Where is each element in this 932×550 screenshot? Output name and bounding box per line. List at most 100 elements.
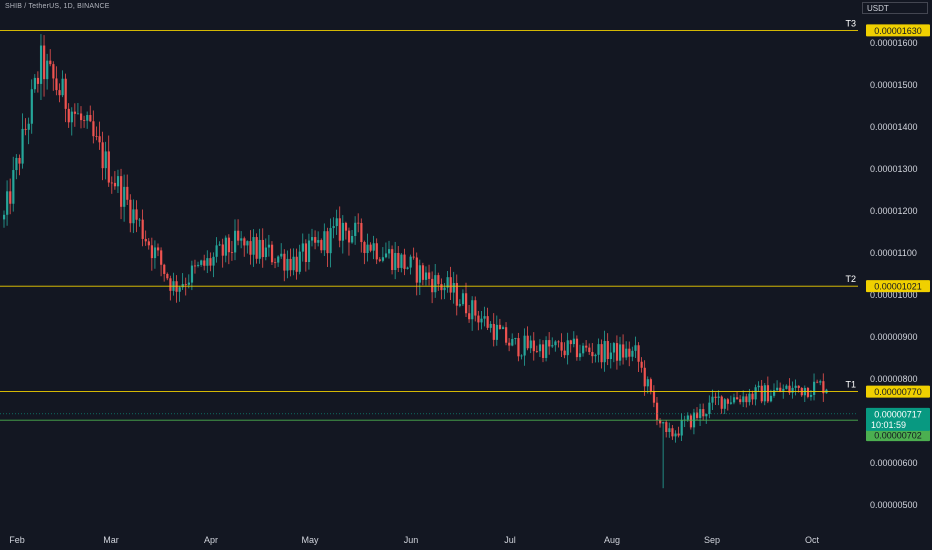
candle-body <box>314 237 317 243</box>
candle-body <box>39 45 43 84</box>
candle-body <box>662 422 665 424</box>
candle-body <box>43 45 46 80</box>
candle-body <box>252 237 255 255</box>
candle-body <box>301 243 304 252</box>
candle-body <box>628 348 631 357</box>
candle-body <box>535 351 539 352</box>
candle-body <box>508 342 511 346</box>
x-axis-label: Sep <box>704 535 720 545</box>
candle-body <box>631 350 634 357</box>
candle-body <box>566 340 569 356</box>
candle-body <box>421 265 425 280</box>
candle-body <box>785 385 788 389</box>
candle-body <box>773 390 776 396</box>
candle-body <box>203 260 206 266</box>
candle-body <box>732 397 736 403</box>
candle-body <box>98 136 101 143</box>
support-price-tag <box>866 429 930 442</box>
candle-body <box>21 128 24 164</box>
candle-body <box>428 272 431 279</box>
target-price-tag <box>866 385 930 398</box>
candle-body <box>557 341 560 343</box>
candle-body <box>277 256 280 263</box>
candle-body <box>388 249 391 254</box>
candle-body <box>258 239 261 259</box>
candle-body <box>70 111 73 123</box>
target-price-text: 0.00001630 <box>874 26 922 36</box>
candle-body <box>582 345 585 354</box>
candle-body <box>95 136 98 137</box>
x-axis-label: Oct <box>805 535 820 545</box>
candle-body <box>492 323 495 340</box>
candle-body <box>612 343 616 353</box>
candle-body <box>270 244 274 263</box>
candle-body <box>46 60 49 80</box>
candle-body <box>311 237 314 241</box>
candle-body <box>637 345 640 362</box>
candle-body <box>788 385 791 393</box>
candle-body <box>209 258 212 266</box>
candle-body <box>372 243 375 251</box>
candle-body <box>200 260 203 265</box>
candle-body <box>748 393 751 403</box>
candle-body <box>157 247 160 251</box>
x-axis-label: Jul <box>504 535 516 545</box>
candle-body <box>304 243 308 263</box>
candle-body <box>160 250 163 265</box>
candle-body <box>27 123 30 130</box>
candle-body <box>458 304 462 306</box>
candle-body <box>381 257 385 261</box>
candle-body <box>178 287 181 292</box>
candle-body <box>92 121 95 137</box>
candle-body <box>375 243 378 260</box>
y-axis-label: 0.00001600 <box>870 38 918 48</box>
candle-body <box>113 182 117 187</box>
candle-body <box>578 353 582 358</box>
y-axis-label: 0.00001200 <box>870 206 918 216</box>
candle-body <box>646 379 649 387</box>
candle-body <box>163 264 166 274</box>
candle-body <box>227 237 231 253</box>
candle-body <box>505 327 508 343</box>
candle-body <box>520 355 523 357</box>
candle-body <box>729 402 733 404</box>
candle-body <box>215 245 218 257</box>
currency-selector[interactable]: USDT <box>862 2 928 14</box>
candle-body <box>409 256 412 268</box>
candle-body <box>206 258 209 266</box>
candle-body <box>652 391 656 403</box>
candle-body <box>551 345 554 347</box>
target-label: T3 <box>845 18 856 28</box>
candle-body <box>67 108 70 123</box>
y-axis-label: 0.00000900 <box>870 332 918 342</box>
candle-body <box>760 385 763 402</box>
candle-body <box>132 209 135 224</box>
candle-body <box>677 433 680 436</box>
candle-body <box>240 238 243 241</box>
candle-body <box>437 275 440 285</box>
candle-body <box>107 151 110 183</box>
candle-body <box>696 412 699 418</box>
candle-body <box>665 422 668 433</box>
candle-body <box>622 344 625 358</box>
candle-body <box>138 219 141 221</box>
target-label: T1 <box>845 380 856 390</box>
candle-body <box>434 275 437 293</box>
candle-body <box>819 381 822 383</box>
candle-body <box>572 338 575 345</box>
candle-body <box>674 433 677 437</box>
candle-body <box>280 253 283 257</box>
candle-body <box>424 272 428 280</box>
candle-body <box>400 254 403 268</box>
candle-body <box>776 387 779 391</box>
candle-body <box>351 235 354 243</box>
x-axis-label: Feb <box>9 535 25 545</box>
candle-body <box>289 258 292 271</box>
candle-body <box>686 415 689 420</box>
candle-body <box>569 340 572 345</box>
candle-body <box>560 342 563 351</box>
x-axis-label: May <box>301 535 319 545</box>
candle-body <box>12 170 15 204</box>
candle-body <box>391 249 394 270</box>
